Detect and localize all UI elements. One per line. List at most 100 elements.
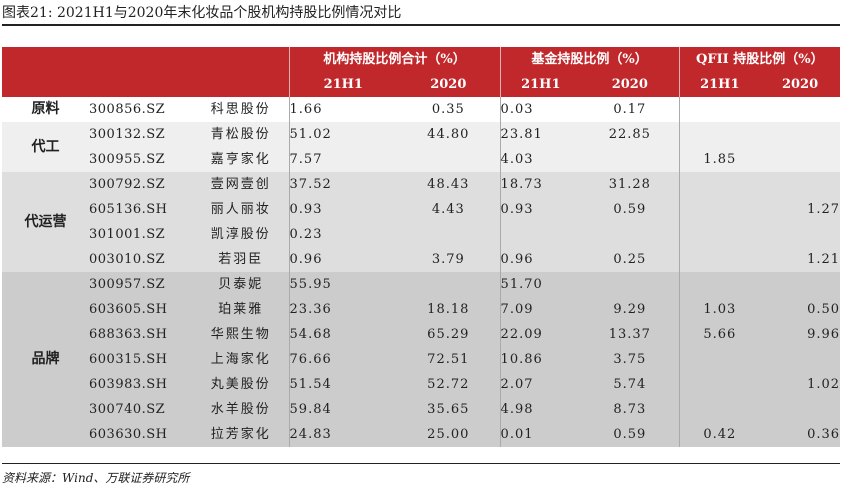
fund-21h1: 0.03 bbox=[500, 97, 582, 122]
qfii-21h1 bbox=[679, 222, 761, 247]
header-inst-2020: 2020 bbox=[397, 72, 501, 97]
qfii-21h1: 1.03 bbox=[679, 297, 761, 322]
inst-2020: 18.18 bbox=[397, 297, 501, 322]
table-row: 003010.SZ 若羽臣 0.96 3.79 0.96 0.25 1.21 bbox=[2, 247, 841, 272]
table-row: 原料 300856.SZ 科思股份 1.66 0.35 0.03 0.17 bbox=[2, 97, 841, 122]
qfii-2020: 1.21 bbox=[760, 247, 841, 272]
table-row: 301001.SZ 凯淳股份 0.23 bbox=[2, 222, 841, 247]
stock-name: 水羊股份 bbox=[193, 397, 290, 422]
inst-2020: 65.29 bbox=[397, 322, 501, 347]
fund-21h1 bbox=[500, 222, 582, 247]
fund-2020: 0.17 bbox=[581, 97, 680, 122]
qfii-21h1: 1.85 bbox=[679, 147, 761, 172]
stock-name: 上海家化 bbox=[193, 347, 290, 372]
inst-21h1: 51.02 bbox=[289, 122, 398, 147]
fund-21h1: 4.03 bbox=[500, 147, 582, 172]
stock-code: 300955.SZ bbox=[89, 147, 193, 172]
table-row: 代工 300132.SZ 青松股份 51.02 44.80 23.81 22.8… bbox=[2, 122, 841, 172]
qfii-2020: 0.50 bbox=[760, 297, 841, 322]
header-blank-2 bbox=[2, 72, 290, 97]
category-label: 原料 bbox=[2, 97, 89, 122]
qfii-21h1 bbox=[679, 122, 761, 147]
stock-code: 300792.SZ bbox=[89, 172, 193, 197]
stock-code: 003010.SZ bbox=[89, 247, 193, 272]
inst-2020: 4.43 bbox=[397, 197, 501, 222]
qfii-21h1 bbox=[679, 97, 761, 122]
inst-2020: 48.43 bbox=[397, 172, 501, 197]
title-divider bbox=[2, 24, 840, 26]
header-fund-21h1: 21H1 bbox=[500, 72, 582, 97]
fund-2020: 5.74 bbox=[581, 372, 680, 397]
holdings-table: 机构持股比例合计（%） 基金持股比例（%） QFII 持股比例（%） 21H1 … bbox=[2, 47, 841, 447]
header-row-groups: 机构持股比例合计（%） 基金持股比例（%） QFII 持股比例（%） bbox=[2, 47, 841, 72]
stock-code: 603630.SH bbox=[89, 422, 193, 447]
stock-code: 300856.SZ bbox=[89, 97, 193, 122]
fund-21h1: 0.93 bbox=[500, 197, 582, 222]
fund-2020 bbox=[581, 147, 680, 172]
stock-name: 若羽臣 bbox=[193, 247, 290, 272]
category-label: 代运营 bbox=[2, 172, 89, 272]
inst-2020 bbox=[397, 272, 501, 297]
inst-21h1: 54.68 bbox=[289, 322, 398, 347]
stock-name: 珀莱雅 bbox=[193, 297, 290, 322]
qfii-2020 bbox=[760, 222, 841, 247]
stock-name: 丽人丽妆 bbox=[193, 197, 290, 222]
inst-2020 bbox=[397, 222, 501, 247]
stock-code: 600315.SH bbox=[89, 347, 193, 372]
qfii-2020 bbox=[760, 272, 841, 297]
stock-name: 贝泰妮 bbox=[193, 272, 290, 297]
fund-21h1: 10.86 bbox=[500, 347, 582, 372]
inst-2020: 25.00 bbox=[397, 422, 501, 447]
qfii-2020 bbox=[760, 147, 841, 172]
table-row: 603605.SH 珀莱雅 23.36 18.18 7.09 9.29 1.03… bbox=[2, 297, 841, 322]
fund-2020 bbox=[581, 222, 680, 247]
stock-code: 603983.SH bbox=[89, 372, 193, 397]
qfii-2020: 0.36 bbox=[760, 422, 841, 447]
table-row: 品牌 300957.SZ 贝泰妮 55.95 51.70 bbox=[2, 272, 841, 447]
fund-2020 bbox=[581, 272, 680, 297]
inst-21h1: 1.66 bbox=[289, 97, 398, 122]
header-fund: 基金持股比例（%） bbox=[500, 47, 680, 72]
qfii-21h1: 0.42 bbox=[679, 422, 761, 447]
fund-21h1: 2.07 bbox=[500, 372, 582, 397]
qfii-2020 bbox=[760, 122, 841, 147]
header-qfii-2020: 2020 bbox=[760, 72, 841, 97]
header-inst-total: 机构持股比例合计（%） bbox=[289, 47, 501, 72]
table-row: 代运营 300792.SZ 壹网壹创 37.52 48.43 18.73 31.… bbox=[2, 172, 841, 272]
fund-21h1: 22.09 bbox=[500, 322, 582, 347]
qfii-2020 bbox=[760, 347, 841, 372]
header-blank bbox=[2, 47, 290, 72]
inst-21h1: 51.54 bbox=[289, 372, 398, 397]
inst-21h1: 76.66 bbox=[289, 347, 398, 372]
qfii-2020 bbox=[760, 172, 841, 197]
stock-code: 688363.SH bbox=[89, 322, 193, 347]
stock-name: 壹网壹创 bbox=[193, 172, 290, 197]
qfii-21h1 bbox=[679, 347, 761, 372]
header-row-years: 21H1 2020 21H1 2020 21H1 2020 bbox=[2, 72, 841, 97]
inst-21h1: 59.84 bbox=[289, 397, 398, 422]
inst-2020: 0.35 bbox=[397, 97, 501, 122]
inst-21h1: 0.93 bbox=[289, 197, 398, 222]
stock-code: 300957.SZ bbox=[89, 272, 193, 297]
qfii-21h1 bbox=[679, 247, 761, 272]
fund-2020: 3.75 bbox=[581, 347, 680, 372]
fund-2020: 31.28 bbox=[581, 172, 680, 197]
table-row: 300955.SZ 嘉亨家化 7.57 4.03 1.85 bbox=[2, 147, 841, 172]
stock-name: 拉芳家化 bbox=[193, 422, 290, 447]
qfii-21h1: 5.66 bbox=[679, 322, 761, 347]
table-row: 603630.SH 拉芳家化 24.83 25.00 0.01 0.59 0.4… bbox=[2, 422, 841, 447]
header-inst-21h1: 21H1 bbox=[289, 72, 398, 97]
inst-21h1: 24.83 bbox=[289, 422, 398, 447]
fund-21h1: 0.01 bbox=[500, 422, 582, 447]
stock-name: 凯淳股份 bbox=[193, 222, 290, 247]
header-qfii-21h1: 21H1 bbox=[679, 72, 761, 97]
fund-2020: 0.59 bbox=[581, 422, 680, 447]
qfii-21h1 bbox=[679, 272, 761, 297]
stock-name: 丸美股份 bbox=[193, 372, 290, 397]
source-note: 资料来源：Wind、万联证券研究所 bbox=[2, 471, 190, 485]
table-row: 688363.SH 华熙生物 54.68 65.29 22.09 13.37 5… bbox=[2, 322, 841, 347]
inst-2020: 44.80 bbox=[397, 122, 501, 147]
inst-2020: 3.79 bbox=[397, 247, 501, 272]
stock-code: 300132.SZ bbox=[89, 122, 193, 147]
stock-name: 青松股份 bbox=[193, 122, 290, 147]
